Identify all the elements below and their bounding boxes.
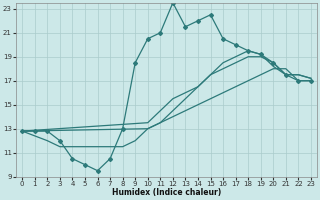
X-axis label: Humidex (Indice chaleur): Humidex (Indice chaleur) xyxy=(112,188,221,197)
